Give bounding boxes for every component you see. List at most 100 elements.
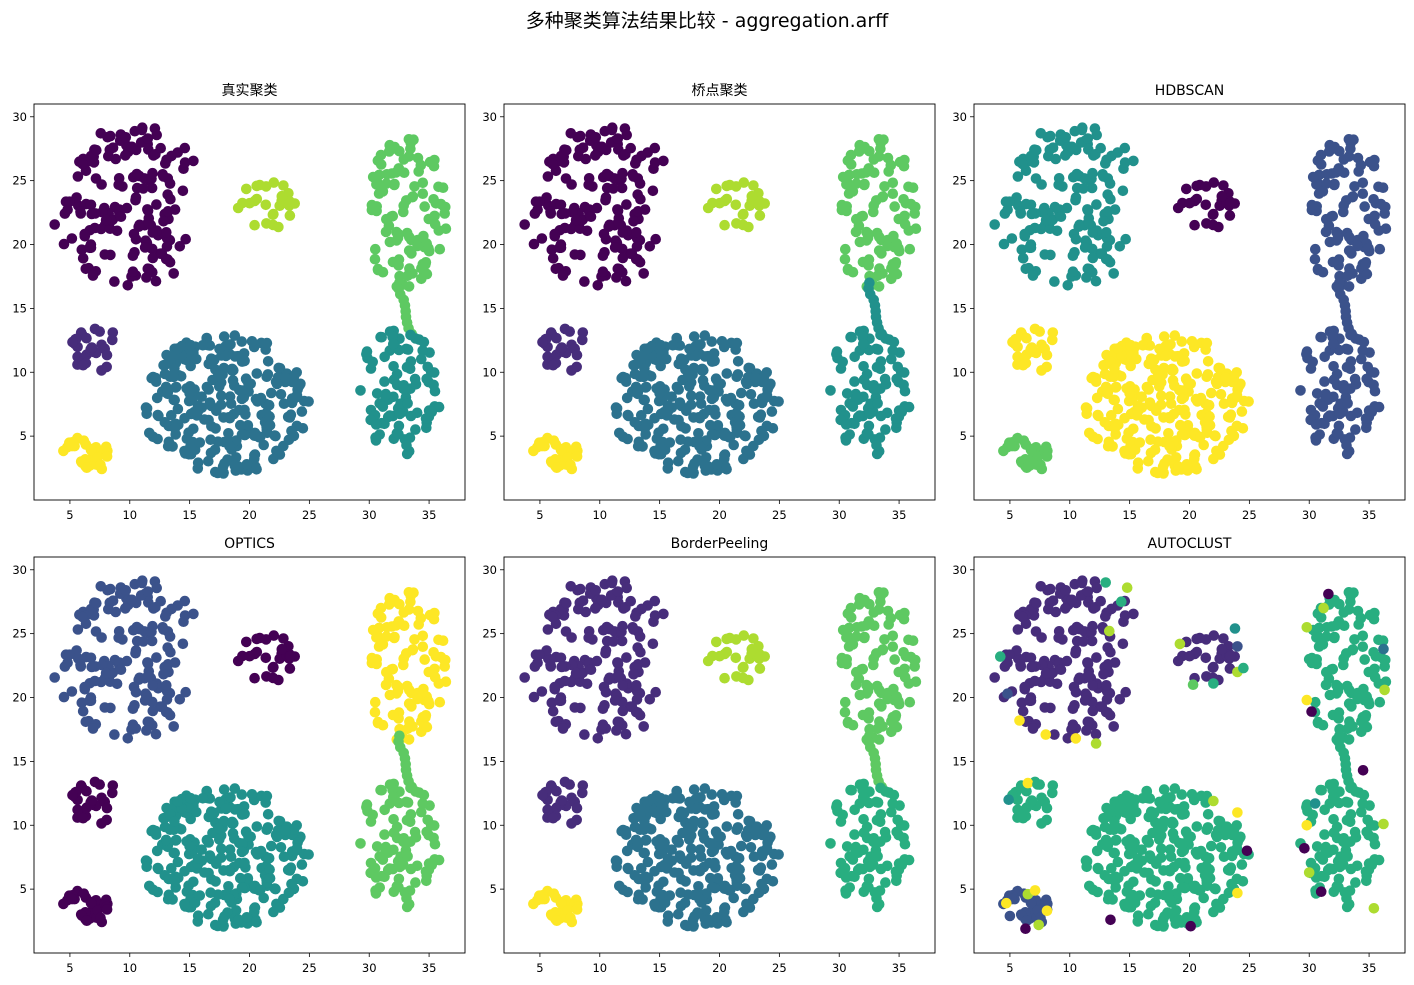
data-point xyxy=(1343,698,1355,709)
data-point xyxy=(700,905,712,916)
y-tick-label: 20 xyxy=(482,238,497,252)
data-point xyxy=(1215,842,1227,853)
data-point xyxy=(1322,411,1334,423)
data-point xyxy=(1225,197,1236,209)
data-point xyxy=(1169,833,1180,844)
data-point xyxy=(250,393,262,405)
data-point xyxy=(1202,822,1214,833)
data-point xyxy=(858,791,869,803)
data-point xyxy=(163,436,175,448)
data-point xyxy=(185,339,196,351)
data-point xyxy=(579,276,590,287)
data-point xyxy=(734,420,746,431)
data-point xyxy=(67,336,78,348)
data-point xyxy=(559,323,571,335)
data-point xyxy=(421,373,433,385)
data-point xyxy=(662,853,674,864)
data-point xyxy=(404,684,415,696)
data-point xyxy=(249,219,260,231)
data-point xyxy=(233,461,244,472)
data-point xyxy=(379,829,390,840)
x-tick-label: 35 xyxy=(1362,508,1377,522)
data-point xyxy=(1334,861,1346,873)
data-point xyxy=(630,834,642,846)
data-point xyxy=(748,851,760,862)
data-point xyxy=(394,408,406,420)
data-point xyxy=(647,185,659,197)
data-point xyxy=(1357,188,1369,199)
data-point xyxy=(1087,680,1098,691)
data-point xyxy=(158,669,169,680)
data-point xyxy=(67,789,78,801)
data-point xyxy=(1086,182,1098,194)
data-point xyxy=(748,398,760,410)
data-point xyxy=(1166,816,1178,828)
data-point xyxy=(631,227,642,238)
data-point xyxy=(1002,657,1013,669)
data-point xyxy=(388,827,400,838)
data-point xyxy=(611,725,622,736)
data-point xyxy=(863,616,875,627)
data-point xyxy=(58,445,69,457)
data-point xyxy=(761,843,773,854)
data-point xyxy=(225,398,237,410)
data-point xyxy=(95,459,106,471)
data-point xyxy=(1342,851,1353,862)
data-point xyxy=(1086,635,1098,647)
data-point xyxy=(899,663,910,675)
data-point xyxy=(417,630,429,642)
data-point xyxy=(86,342,98,353)
data-point xyxy=(883,619,894,630)
data-point xyxy=(872,398,883,409)
data-point xyxy=(849,376,860,387)
data-point xyxy=(1353,166,1364,177)
data-point xyxy=(1295,385,1306,396)
data-point xyxy=(1206,387,1217,399)
data-point xyxy=(893,242,904,254)
data-point xyxy=(732,356,744,367)
data-point xyxy=(1114,241,1126,252)
data-point xyxy=(890,259,901,270)
data-point xyxy=(1174,638,1186,650)
data-point xyxy=(276,643,288,655)
data-point xyxy=(840,243,851,255)
data-point xyxy=(725,884,736,896)
data-point xyxy=(720,393,732,405)
data-point xyxy=(1203,852,1215,864)
data-point xyxy=(380,226,392,238)
data-point xyxy=(370,419,382,430)
data-point xyxy=(536,233,548,244)
data-point xyxy=(650,686,661,698)
data-point xyxy=(1361,826,1372,838)
data-point xyxy=(622,862,634,874)
data-point xyxy=(394,145,405,157)
data-point xyxy=(380,679,392,691)
data-point xyxy=(217,914,229,925)
data-point xyxy=(205,447,217,459)
data-point xyxy=(1047,334,1058,346)
data-point xyxy=(528,445,539,457)
data-point xyxy=(143,670,155,682)
data-point xyxy=(1006,440,1018,452)
data-point xyxy=(709,404,720,416)
data-point xyxy=(864,145,875,157)
data-point xyxy=(160,381,172,393)
data-point xyxy=(236,393,248,405)
data-point xyxy=(1185,920,1196,932)
data-point xyxy=(874,684,885,696)
data-point xyxy=(437,182,449,193)
data-point xyxy=(1062,280,1074,291)
data-point xyxy=(224,893,235,905)
data-point xyxy=(131,168,143,180)
data-point xyxy=(1195,431,1206,443)
data-point xyxy=(1357,345,1368,356)
data-point xyxy=(409,181,420,192)
data-point xyxy=(696,363,708,375)
data-point xyxy=(179,610,191,621)
data-point xyxy=(266,840,277,852)
data-point xyxy=(230,452,242,463)
data-point xyxy=(1223,887,1235,899)
data-point xyxy=(101,349,113,361)
